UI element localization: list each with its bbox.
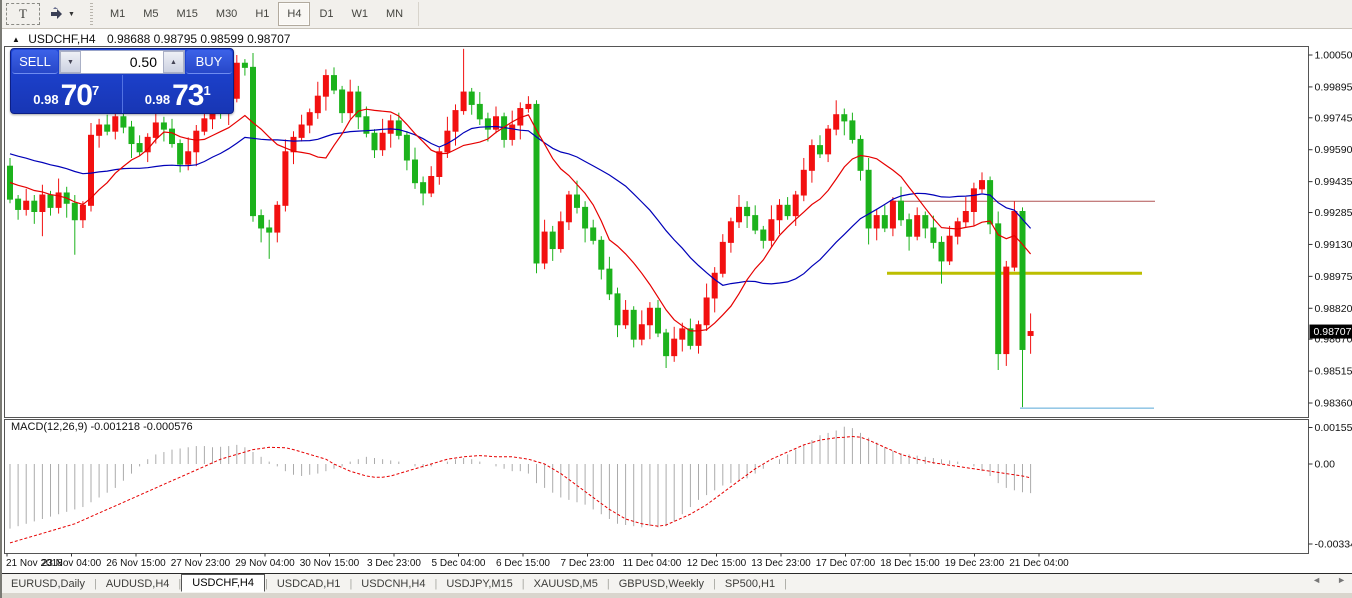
volume-box: ▼ ▲ bbox=[59, 50, 185, 74]
volume-decrease-button[interactable]: ▼ bbox=[60, 51, 81, 73]
chart-canvas: 1.00050 0.99895 0.99745 0.99590 0.99435 0.992… bbox=[4, 46, 1352, 569]
svg-text:27 Nov 23:00: 27 Nov 23:00 bbox=[171, 558, 231, 569]
svg-text:29 Nov 04:00: 29 Nov 04:00 bbox=[235, 558, 295, 569]
svg-text:21 Nov 2018: 21 Nov 2018 bbox=[6, 558, 63, 569]
sell-price-prefix: 0.98 bbox=[33, 92, 59, 107]
swap-arrows-icon bbox=[51, 7, 62, 19]
timeframe-button-mn[interactable]: MN bbox=[386, 8, 404, 20]
top-toolbar: T ▼ M1 M5 M15 M30 H1 H4 D1 W1 MN bbox=[2, 0, 1352, 29]
chart-tab-usdcnh-h4[interactable]: USDCNH,H4 bbox=[361, 577, 426, 590]
svg-text:0.99590: 0.99590 bbox=[1315, 144, 1352, 156]
tab-divider: | bbox=[93, 577, 97, 590]
svg-text:26 Nov 15:00: 26 Nov 15:00 bbox=[106, 558, 166, 569]
svg-text:0.98820: 0.98820 bbox=[1315, 303, 1352, 315]
svg-text:0.98707: 0.98707 bbox=[1314, 326, 1352, 338]
svg-text:0.98975: 0.98975 bbox=[1315, 271, 1352, 283]
chart-ohlc-values: 0.98688 0.98795 0.98599 0.98707 bbox=[106, 32, 291, 46]
one-click-trading-panel: SELL ▼ ▲ BUY 0.98 70 7 0.98 73 1 bbox=[10, 48, 234, 114]
svg-text:0.00: 0.00 bbox=[1315, 459, 1336, 471]
timeframe-button-w1[interactable]: W1 bbox=[351, 8, 369, 20]
volume-input[interactable] bbox=[81, 51, 163, 73]
svg-text:30 Nov 15:00: 30 Nov 15:00 bbox=[300, 558, 360, 569]
timeframe-button-h4[interactable]: H4 bbox=[278, 2, 311, 26]
timeframe-button-m1[interactable]: M1 bbox=[109, 8, 126, 20]
chart-tab-eurusd-daily[interactable]: EURUSD,Daily bbox=[11, 577, 85, 590]
timeframe-button-m5[interactable]: M5 bbox=[143, 8, 159, 20]
svg-text:0.99130: 0.99130 bbox=[1315, 239, 1352, 251]
timeframe-toolbar: M1 M5 M15 M30 H1 H4 D1 W1 MN bbox=[101, 2, 412, 26]
sell-price[interactable]: 0.98 70 7 bbox=[11, 75, 123, 113]
buy-price-prefix: 0.98 bbox=[144, 92, 171, 107]
svg-text:5 Dec 04:00: 5 Dec 04:00 bbox=[432, 558, 486, 569]
svg-text:0.99285: 0.99285 bbox=[1315, 207, 1352, 219]
tab-divider: | bbox=[521, 577, 525, 590]
buy-price-sup: 1 bbox=[203, 83, 211, 98]
collapse-arrow-icon[interactable]: ▲ bbox=[12, 35, 20, 44]
chart-tab-sp500-h1[interactable]: SP500,H1 bbox=[724, 577, 776, 590]
timeframe-button-m15[interactable]: M15 bbox=[176, 8, 198, 20]
swap-arrows-button[interactable]: ▼ bbox=[42, 3, 82, 25]
macd-indicator-label: MACD(12,26,9) -0.001218 -0.000576 bbox=[11, 421, 193, 433]
tab-divider: | bbox=[178, 577, 182, 590]
svg-text:0.98515: 0.98515 bbox=[1315, 366, 1352, 378]
svg-text:3 Dec 23:00: 3 Dec 23:00 bbox=[367, 558, 421, 569]
sell-price-big: 70 bbox=[60, 79, 93, 112]
svg-text:0.001559: 0.001559 bbox=[1315, 422, 1352, 434]
svg-text:0.99745: 0.99745 bbox=[1315, 112, 1352, 124]
svg-text:18 Dec 15:00: 18 Dec 15:00 bbox=[880, 558, 940, 569]
timeframe-button-m30[interactable]: M30 bbox=[215, 8, 238, 20]
tab-scroll-right-icon[interactable]: ► bbox=[1337, 575, 1346, 585]
tab-scroll-left-icon[interactable]: ◄ bbox=[1312, 575, 1322, 585]
svg-text:-0.003345: -0.003345 bbox=[1315, 539, 1352, 551]
timeframe-button-d1[interactable]: D1 bbox=[319, 8, 334, 20]
chart-tab-usdchf-h4[interactable]: USDCHF,H4 bbox=[181, 573, 265, 592]
svg-text:0.98360: 0.98360 bbox=[1315, 398, 1352, 410]
chart-tab-xauusd-m5[interactable]: XAUUSD,M5 bbox=[533, 577, 598, 590]
toolbar-separator bbox=[418, 2, 420, 26]
sell-price-sup: 7 bbox=[91, 83, 100, 98]
chart-tab-bar: EURUSD,Daily | AUDUSD,H4 | USDCHF,H4 | USDCAD,… bbox=[2, 573, 1352, 593]
svg-text:13 Dec 23:00: 13 Dec 23:00 bbox=[751, 558, 811, 569]
chart-tab-usdjpy-m15[interactable]: USDJPY,M15 bbox=[446, 577, 513, 590]
svg-text:7 Dec 23:00: 7 Dec 23:00 bbox=[561, 558, 615, 569]
buy-price-big: 73 bbox=[172, 79, 204, 112]
chart-tab-audusd-h4[interactable]: AUDUSD,H4 bbox=[105, 577, 170, 590]
dropdown-caret-icon[interactable]: ▼ bbox=[68, 10, 75, 18]
svg-text:19 Dec 23:00: 19 Dec 23:00 bbox=[945, 558, 1005, 569]
chart-tab-usdcad-h1[interactable]: USDCAD,H1 bbox=[276, 577, 341, 590]
svg-text:21 Dec 04:00: 21 Dec 04:00 bbox=[1009, 558, 1069, 569]
volume-increase-button[interactable]: ▲ bbox=[163, 51, 184, 73]
tab-divider: | bbox=[434, 577, 438, 590]
svg-text:12 Dec 15:00: 12 Dec 15:00 bbox=[687, 558, 747, 569]
window-bottom-strip bbox=[2, 592, 1352, 598]
svg-text:0.99895: 0.99895 bbox=[1315, 81, 1352, 93]
buy-price[interactable]: 0.98 73 1 bbox=[123, 75, 234, 113]
tab-divider: | bbox=[349, 577, 353, 590]
tab-divider: | bbox=[784, 577, 787, 590]
text-tool-button[interactable]: T bbox=[6, 3, 40, 25]
buy-button[interactable]: BUY bbox=[186, 50, 232, 74]
svg-text:0.99435: 0.99435 bbox=[1315, 176, 1352, 188]
chart-symbol-period: USDCHF,H4 bbox=[28, 32, 96, 46]
chart-tab-gbpusd-weekly[interactable]: GBPUSD,Weekly bbox=[618, 577, 705, 590]
svg-text:11 Dec 04:00: 11 Dec 04:00 bbox=[623, 558, 682, 569]
tab-divider: | bbox=[713, 577, 716, 590]
tab-divider: | bbox=[265, 577, 268, 590]
svg-text:1.00050: 1.00050 bbox=[1315, 50, 1352, 62]
svg-text:6 Dec 15:00: 6 Dec 15:00 bbox=[496, 558, 550, 569]
sell-button[interactable]: SELL bbox=[12, 50, 58, 74]
tab-divider: | bbox=[606, 577, 610, 590]
chart-title: ▲ USDCHF,H4 0.98688 0.98795 0.98599 0.98… bbox=[12, 32, 290, 46]
timeframe-button-h1[interactable]: H1 bbox=[255, 8, 270, 20]
svg-text:17 Dec 07:00: 17 Dec 07:00 bbox=[816, 558, 876, 569]
toolbar-grip[interactable] bbox=[87, 3, 95, 25]
svg-text:23 Nov 04:00: 23 Nov 04:00 bbox=[42, 558, 102, 569]
